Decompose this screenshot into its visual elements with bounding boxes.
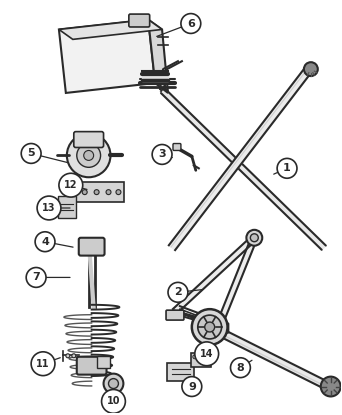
Circle shape — [26, 268, 46, 287]
Circle shape — [203, 355, 207, 359]
Circle shape — [192, 309, 227, 345]
Text: 6: 6 — [187, 19, 195, 29]
Circle shape — [37, 196, 61, 220]
Circle shape — [250, 234, 258, 242]
Text: 9: 9 — [188, 381, 196, 391]
Text: 13: 13 — [42, 203, 56, 213]
Circle shape — [82, 190, 87, 195]
Text: 8: 8 — [237, 363, 244, 373]
Circle shape — [102, 390, 126, 413]
Text: 2: 2 — [174, 287, 182, 297]
Polygon shape — [217, 237, 257, 325]
Circle shape — [231, 358, 250, 378]
FancyBboxPatch shape — [166, 310, 184, 320]
FancyBboxPatch shape — [129, 14, 150, 27]
Polygon shape — [59, 20, 155, 93]
FancyBboxPatch shape — [79, 238, 105, 256]
Polygon shape — [169, 67, 312, 250]
Text: 11: 11 — [36, 359, 50, 369]
Circle shape — [321, 377, 341, 396]
Circle shape — [72, 354, 76, 358]
Polygon shape — [208, 323, 330, 390]
FancyBboxPatch shape — [211, 323, 228, 333]
Circle shape — [198, 355, 202, 359]
Text: 12: 12 — [64, 180, 78, 190]
Polygon shape — [59, 20, 162, 39]
Circle shape — [152, 144, 172, 164]
Polygon shape — [161, 89, 326, 250]
FancyBboxPatch shape — [173, 144, 181, 151]
Text: 14: 14 — [200, 349, 213, 359]
Text: 1: 1 — [283, 164, 291, 173]
Circle shape — [31, 352, 55, 376]
Polygon shape — [148, 20, 168, 93]
Circle shape — [66, 354, 70, 358]
Circle shape — [182, 377, 202, 396]
Circle shape — [104, 374, 123, 393]
Circle shape — [77, 144, 101, 167]
Circle shape — [116, 190, 121, 195]
FancyBboxPatch shape — [191, 353, 211, 367]
FancyBboxPatch shape — [167, 363, 194, 381]
Circle shape — [94, 190, 99, 195]
Text: 10: 10 — [107, 396, 120, 406]
Circle shape — [106, 190, 111, 195]
Circle shape — [21, 144, 41, 164]
Circle shape — [198, 315, 222, 339]
Circle shape — [277, 159, 297, 178]
Circle shape — [304, 62, 318, 76]
Text: 5: 5 — [27, 149, 35, 159]
Circle shape — [108, 378, 118, 388]
Circle shape — [59, 173, 83, 197]
Circle shape — [246, 230, 262, 246]
FancyBboxPatch shape — [75, 182, 124, 202]
Circle shape — [67, 134, 110, 177]
Text: 4: 4 — [41, 237, 49, 247]
Polygon shape — [173, 236, 256, 313]
Circle shape — [35, 232, 55, 251]
Polygon shape — [142, 71, 168, 81]
FancyBboxPatch shape — [74, 132, 104, 147]
Circle shape — [168, 282, 188, 302]
Circle shape — [181, 14, 201, 34]
FancyBboxPatch shape — [96, 356, 110, 368]
Circle shape — [205, 322, 215, 332]
FancyBboxPatch shape — [77, 357, 106, 375]
FancyBboxPatch shape — [58, 196, 76, 218]
Text: 3: 3 — [158, 149, 166, 159]
Circle shape — [84, 151, 94, 160]
Text: 7: 7 — [32, 272, 40, 283]
Circle shape — [193, 355, 197, 359]
Circle shape — [195, 342, 219, 366]
